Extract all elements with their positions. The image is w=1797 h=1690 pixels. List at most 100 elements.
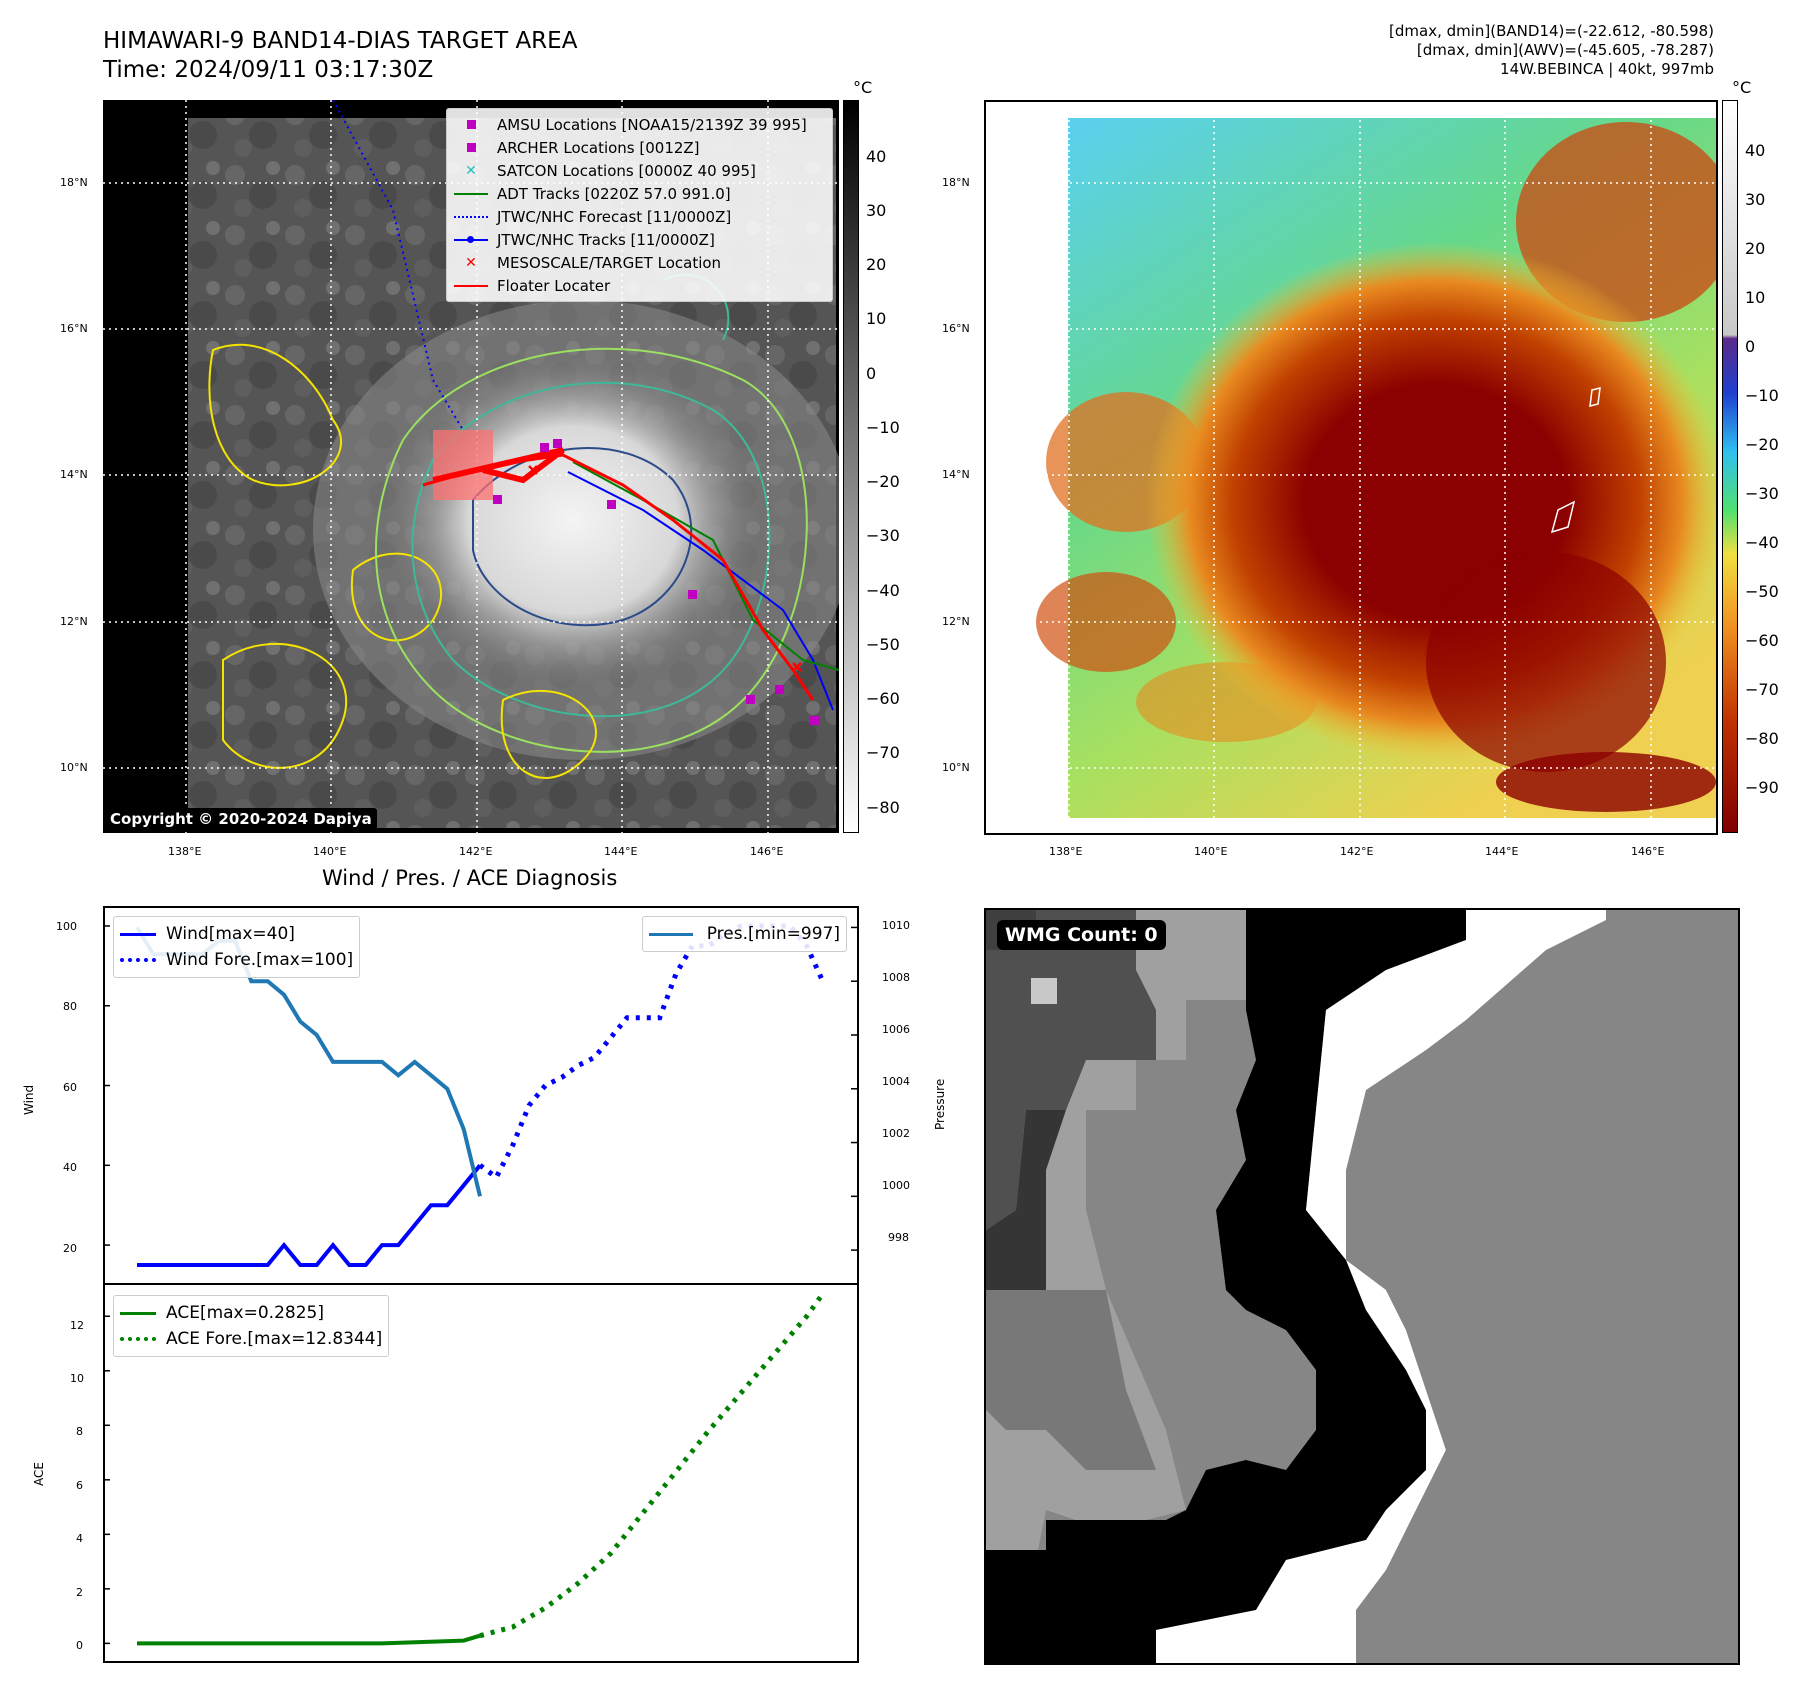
legend-wind-fore-label: Wind Fore.[max=100] [166,950,354,970]
lat-label: 14°N [60,468,88,481]
island-outline [1550,500,1576,534]
dotted-line-icon [120,1337,156,1341]
colorbar-tick: −10 [866,418,900,437]
legend-jtwc-forecast-label: JTWC/NHC Forecast [11/0000Z] [497,207,732,226]
legend-adt: ADT Tracks [0220Z 57.0 991.0] [447,182,832,205]
colorbar-tick: −90 [1745,778,1779,797]
dotted-line-icon [120,958,156,962]
colorbar-tick: 20 [866,255,887,274]
map-legend: AMSU Locations [NOAA15/2139Z 39 995] ARC… [446,108,833,302]
floater-box [433,430,493,500]
wmg-panel: WMG Count: 0 [984,908,1740,1665]
band14-range: [dmax, dmin](BAND14)=(-22.612, -80.598) [1389,22,1714,40]
color-ir-colorbar-unit: °C [1732,78,1752,97]
lon-label: 140°E [1194,845,1228,858]
solid-line-icon [120,932,156,936]
colorbar-tick: −20 [1745,435,1779,454]
figure-title: HIMAWARI-9 BAND14-DIAS TARGET AREA Time:… [103,27,577,85]
colorbar-tick: 10 [866,309,887,328]
ace-legend: ACE[max=0.2825] ACE Fore.[max=12.8344] [113,1295,390,1357]
ir-colorbar-unit: °C [853,78,873,97]
pressure-tick: 1002 [882,1127,910,1140]
pressure-legend: Pres.[min=997] [641,916,847,952]
storm-info: 14W.BEBINCA | 40kt, 997mb [1500,60,1714,78]
colorbar-tick: 40 [866,147,887,166]
colorbar-tick: 0 [866,364,877,383]
lon-label: 138°E [168,845,202,858]
color-map-gridlines [986,102,1716,833]
amsu-markers [493,439,819,725]
wmg-image [986,910,1738,1663]
lat-label: 18°N [60,176,88,189]
line-icon [453,187,489,201]
lon-label: 140°E [313,845,347,858]
colorbar-tick: 10 [1745,288,1766,307]
ace-tick: 6 [76,1479,83,1492]
ace-tick: 0 [76,1639,83,1652]
jtwc-track [567,471,834,711]
legend-target-label: MESOSCALE/TARGET Location [497,253,722,272]
legend-target: ✕ MESOSCALE/TARGET Location [447,251,832,274]
pressure-axis-label: Pressure [933,1078,947,1130]
pressure-tick: 1004 [882,1075,910,1088]
legend-floater-label: Floater Locater [497,276,611,295]
colorbar-tick: −40 [1745,533,1779,552]
ace-tick: 4 [76,1532,83,1545]
colorbar-tick: −70 [866,743,900,762]
pressure-tick: 1010 [882,919,910,932]
lon-label: 146°E [750,845,784,858]
legend-ace-fore-label: ACE Fore.[max=12.8344] [166,1329,383,1349]
colorbar-tick: −10 [1745,386,1779,405]
ace-plot [105,1292,826,1646]
colorbar-tick: 0 [1745,337,1756,356]
ace-tick: 12 [70,1319,84,1332]
lat-label: 12°N [942,615,970,628]
figure-title-line1: HIMAWARI-9 BAND14-DIAS TARGET AREA [103,28,578,54]
lon-label: 144°E [1485,845,1519,858]
figure-title-line2: Time: 2024/09/11 03:17:30Z [103,57,434,83]
lat-label: 16°N [942,322,970,335]
pressure-tick: 1008 [882,971,910,984]
copyright-badge: Copyright © 2020-2024 Dapiya [105,808,377,830]
wind-tick: 20 [63,1242,77,1255]
ace-axis-label: ACE [32,1462,46,1486]
square-marker-icon [453,141,489,155]
island-outline [1589,387,1601,407]
legend-archer-label: ARCHER Locations [0012Z] [497,138,700,157]
ace-tick: 8 [76,1425,83,1438]
legend-jtwc-forecast: JTWC/NHC Forecast [11/0000Z] [447,205,832,228]
colorbar-tick: −60 [1745,631,1779,650]
colorbar-tick: 30 [866,201,887,220]
legend-ace: ACE[max=0.2825] [120,1300,382,1326]
colorbar-tick: −40 [866,581,900,600]
wind-forecast-series-line [478,923,826,1182]
wind-tick: 80 [63,1000,77,1013]
color-ir-colorbar [1722,100,1738,833]
lat-label: 10°N [942,761,970,774]
wind-series-line [137,1164,482,1267]
legend-ace-label: ACE[max=0.2825] [166,1303,324,1323]
lat-label: 16°N [60,322,88,335]
legend-satcon-label: SATCON Locations [0000Z 40 995] [497,161,756,180]
ir-colorbar [843,100,859,833]
legend-jtwc-tracks-label: JTWC/NHC Tracks [11/0000Z] [497,230,715,249]
lat-label: 18°N [942,176,970,189]
diagnosis-title: Wind / Pres. / ACE Diagnosis [322,866,618,890]
lon-label: 146°E [1631,845,1665,858]
wind-tick: 100 [56,920,77,933]
ace-panel: ACE[max=0.2825] ACE Fore.[max=12.8344] [103,1283,859,1663]
color-ir-map-panel [984,100,1718,835]
colorbar-tick: −50 [1745,582,1779,601]
legend-floater: Floater Locater [447,274,832,297]
lon-label: 144°E [604,845,638,858]
line-dot-icon [453,233,489,247]
lon-label: 142°E [1340,845,1374,858]
colorbar-tick: −70 [1745,680,1779,699]
colorbar-tick: −20 [866,472,900,491]
ace-series-line [137,1633,481,1646]
legend-satcon: ✕ SATCON Locations [0000Z 40 995] [447,159,832,182]
x-marker-icon: ✕ [465,162,477,179]
colorbar-tick: −60 [866,689,900,708]
solid-line-icon [120,1311,156,1315]
colorbar-tick: −80 [1745,729,1779,748]
